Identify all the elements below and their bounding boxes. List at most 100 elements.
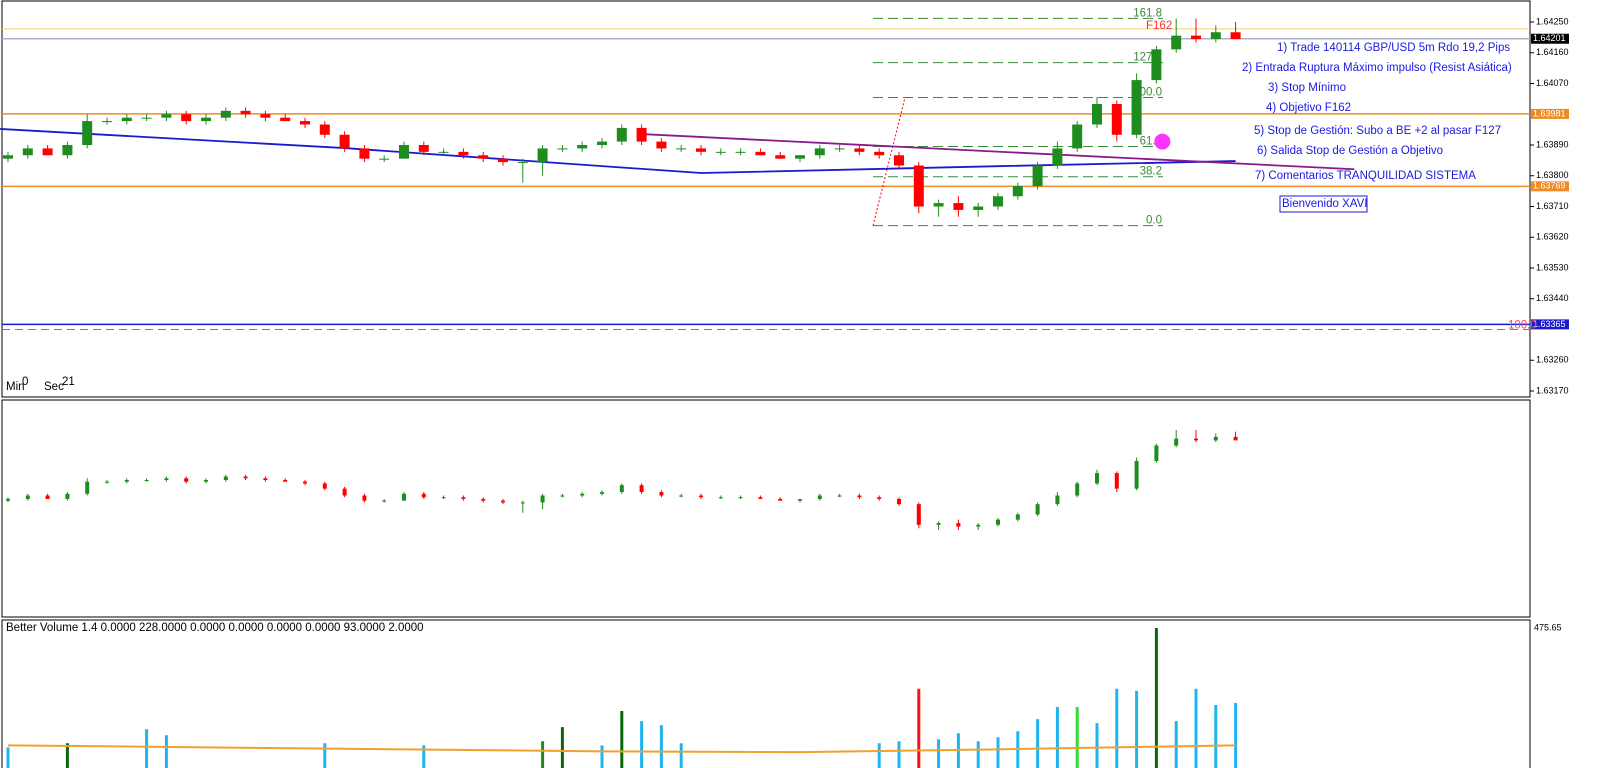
candle-body (1015, 514, 1020, 520)
entry-marker (1154, 133, 1171, 150)
candle-body (817, 495, 822, 499)
candle-body (1012, 186, 1023, 197)
candle-body (619, 485, 624, 493)
candle-body (382, 500, 387, 502)
candle-body (399, 145, 409, 159)
candle-body (973, 206, 984, 210)
candle-body (537, 148, 548, 163)
candle-body (42, 148, 53, 156)
candle-body (857, 495, 862, 498)
volume-axis-label: 475.65 (1534, 622, 1562, 632)
annotation: 7) Comentarios TRANQUILIDAD SISTEMA (1255, 170, 1476, 182)
candle-body (22, 148, 33, 156)
candle-body (916, 504, 921, 525)
candle-body (778, 498, 783, 501)
timer-min-label: Min (6, 381, 25, 393)
annotation: 2) Entrada Ruptura Máximo impulso (Resis… (1242, 62, 1512, 74)
candle-body (814, 148, 825, 156)
level-tag (1531, 181, 1569, 192)
annotation: 6) Salida Stop de Gestión a Objetivo (1257, 145, 1443, 157)
candle-body (283, 480, 288, 482)
candle-body (342, 488, 347, 496)
candle-body (639, 485, 644, 493)
price-label: 1.63440 (1536, 293, 1569, 303)
annotation: 4) Objetivo F162 (1266, 102, 1351, 114)
price-label: 1.64070 (1536, 78, 1569, 88)
candle-body (894, 155, 904, 166)
timer-sec: 21 (62, 376, 75, 388)
candle-body (517, 162, 528, 164)
candle-body (1230, 32, 1241, 40)
candle-body (62, 145, 73, 156)
candle-body (996, 519, 1000, 525)
candle-body (1095, 473, 1099, 484)
annotation: 5) Stop de Gestión: Subo a BE +2 al pasa… (1254, 125, 1501, 137)
candle-body (184, 478, 189, 482)
candle-body (458, 151, 469, 156)
candle-body (956, 523, 961, 527)
candle-body (461, 497, 466, 499)
candle-body (1072, 124, 1083, 149)
candle-body (913, 165, 924, 207)
fib-target: F162 (1146, 20, 1172, 32)
candle-body (540, 495, 545, 503)
candle-body (181, 114, 192, 122)
candle-body (1131, 80, 1142, 135)
candle-body (699, 495, 703, 498)
candle-body (718, 497, 723, 499)
candle-body (897, 498, 901, 505)
candle-body (223, 476, 228, 480)
price-label: 1.64160 (1536, 47, 1569, 57)
candle-body (240, 110, 251, 115)
candle-body (359, 148, 370, 159)
candle-body (204, 480, 208, 482)
candle-body (1174, 438, 1179, 446)
price-label: 1.63170 (1536, 385, 1569, 395)
candle-body (1191, 35, 1201, 40)
candle-body (1134, 461, 1139, 489)
price-label: 1.63890 (1536, 139, 1569, 149)
candle-body (379, 158, 390, 160)
candle-body (144, 480, 149, 481)
candle-body (1111, 104, 1122, 135)
volume-ma (7, 744, 1236, 754)
candle-body (1210, 32, 1221, 40)
price-label: 1.63620 (1536, 232, 1569, 242)
candle-body (976, 524, 981, 527)
candle-body (1052, 148, 1063, 166)
level-tag (1531, 108, 1569, 119)
candle-body (478, 155, 489, 159)
welcome-box (1279, 195, 1368, 213)
candle-body (421, 493, 426, 498)
price-label: 1.64250 (1536, 16, 1569, 26)
oscillator-panel (1, 399, 1531, 618)
candle-body (580, 493, 585, 496)
candle-body (775, 155, 786, 159)
price-label: 1.63710 (1536, 201, 1569, 211)
candle-body (161, 114, 172, 118)
main-panel (1, 0, 1531, 398)
fib-label: 161.8 (1133, 7, 1162, 19)
candle-body (837, 495, 842, 497)
candle-body (933, 203, 944, 207)
candle-body (755, 151, 766, 156)
candle-body (520, 502, 525, 504)
candle-body (6, 498, 10, 501)
candle-body (1154, 445, 1159, 462)
candle-body (124, 480, 129, 482)
fib-label: 38.2 (1140, 166, 1162, 178)
candle-body (201, 117, 211, 122)
candle-body (659, 492, 664, 496)
volume-title: Better Volume 1.4 0.0000 228.0000 0.0000… (6, 622, 424, 634)
level-price: 1.63365 (1533, 319, 1566, 329)
candle-body (121, 117, 132, 122)
candle-body (481, 498, 486, 501)
candle-body (322, 483, 327, 489)
candle-body (260, 114, 271, 118)
candle-body (105, 481, 109, 483)
candle-body (1075, 483, 1080, 496)
welcome: Bienvenido XAVI (1282, 198, 1367, 210)
candle-body (45, 495, 50, 499)
candle-body (953, 203, 964, 210)
